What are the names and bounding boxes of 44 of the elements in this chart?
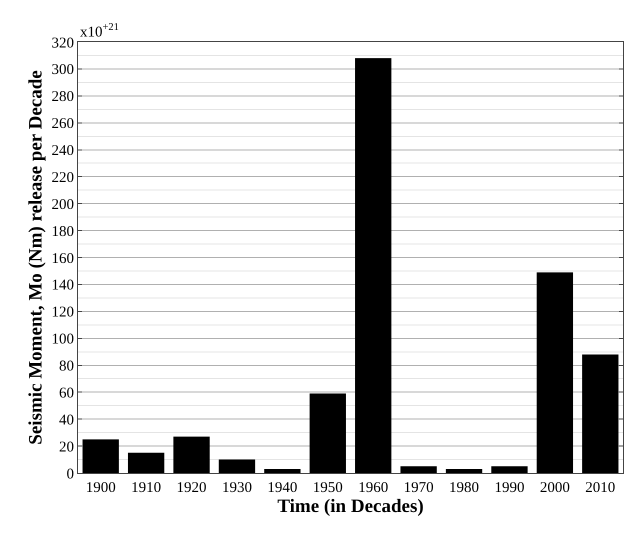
y-tick-label: 240 [52,143,74,159]
x-tick-label: 1960 [358,480,388,496]
bar [491,466,528,473]
y-tick-label: 160 [52,250,74,267]
bar [582,354,618,473]
x-tick-label: 2010 [585,480,616,496]
x-tick-label: 1950 [312,480,343,496]
y-tick-label: 60 [59,385,74,402]
text: x10$^{+21}$ [80,22,119,40]
x-tick-label: 1930 [222,480,252,496]
y-tick-label: 20 [59,439,74,456]
y-tick-label: 300 [52,62,74,78]
bar [218,460,256,473]
y-tick-label: 40 [59,412,74,428]
y-tick-label: 280 [52,89,74,106]
y-axis-title: Seismic Moment, Mo (Nm) release per Decade [25,70,46,445]
bar [264,468,301,473]
x-tick-label: 1900 [86,480,116,496]
x-axis-title: Time (in Decades) [277,496,424,517]
bar [536,272,574,473]
bar [400,466,437,473]
bar [128,452,164,473]
y-tick-label: 0 [66,466,74,482]
bar [310,394,346,473]
x-tick-label: 1990 [494,480,524,496]
y-tick-label: 140 [52,278,74,294]
bar [446,468,482,473]
y-tick-label: 180 [52,224,74,240]
y-tick-label: 120 [52,304,74,321]
x-tick-label: 1910 [131,480,162,496]
y-tick-label: 260 [52,116,74,132]
x-tick-label: 1920 [176,480,207,496]
x-tick-label: 1980 [449,480,480,496]
bar [82,439,119,473]
x-tick-label: 1940 [267,480,298,496]
x-tick-label: 2000 [540,480,570,496]
y-tick-label: 220 [52,170,74,186]
bar [173,436,210,473]
y-tick-label: 100 [52,332,74,348]
x-tick-label: 1970 [404,480,434,496]
y-tick-label: 200 [52,196,74,213]
y-tick-label: 80 [59,358,74,374]
y-tick-label: 320 [52,35,74,52]
bar [355,58,392,473]
